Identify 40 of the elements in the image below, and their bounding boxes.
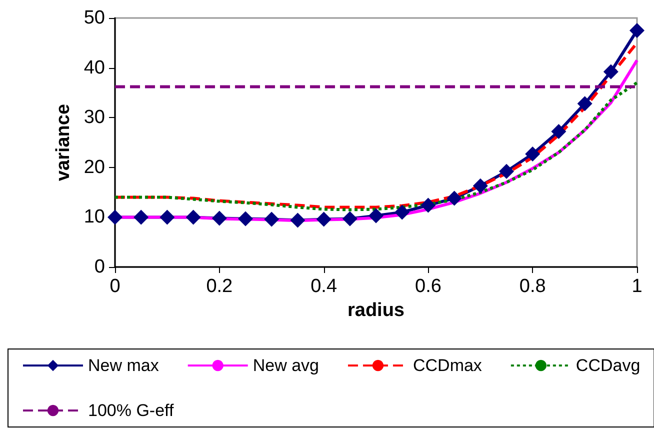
point (264, 212, 280, 227)
y-axis-title: variance (52, 104, 74, 182)
point (368, 208, 384, 224)
point (420, 198, 436, 213)
legend-label: New max (88, 356, 160, 375)
point (160, 210, 175, 225)
point (472, 178, 488, 194)
point (238, 211, 253, 226)
y-tick-label: 10 (84, 206, 105, 228)
y-tick-label: 20 (84, 156, 105, 178)
legend-label: 100% G-eff (88, 401, 174, 420)
point (108, 210, 122, 225)
legend-label: New avg (252, 356, 319, 375)
point (577, 96, 592, 112)
y-tick-label: 30 (84, 107, 105, 128)
point (394, 204, 410, 220)
x-tick-label: 0.2 (206, 276, 233, 297)
point (551, 124, 566, 140)
point (290, 212, 306, 228)
point (446, 190, 462, 206)
x-tick-label: 0 (110, 276, 120, 297)
y-tick-label: 0 (94, 256, 105, 278)
point (525, 146, 540, 162)
point (134, 210, 149, 225)
x-tick-label: 0.8 (519, 276, 546, 297)
point (499, 164, 514, 179)
x-tick-label: 0.6 (414, 276, 442, 297)
point (316, 212, 332, 227)
y-tick-label: 50 (84, 8, 105, 28)
point (186, 210, 201, 225)
legend-label: CCDavg (576, 356, 640, 375)
y-tick-label: 40 (84, 57, 105, 78)
point (212, 210, 227, 226)
x-tick-label: 1 (632, 276, 642, 297)
x-axis-title: radius (347, 300, 405, 321)
point (630, 22, 644, 38)
x-tick-label: 0.4 (310, 276, 338, 297)
legend-label: CCDmax (412, 356, 482, 375)
point (603, 64, 618, 80)
point (342, 211, 358, 226)
